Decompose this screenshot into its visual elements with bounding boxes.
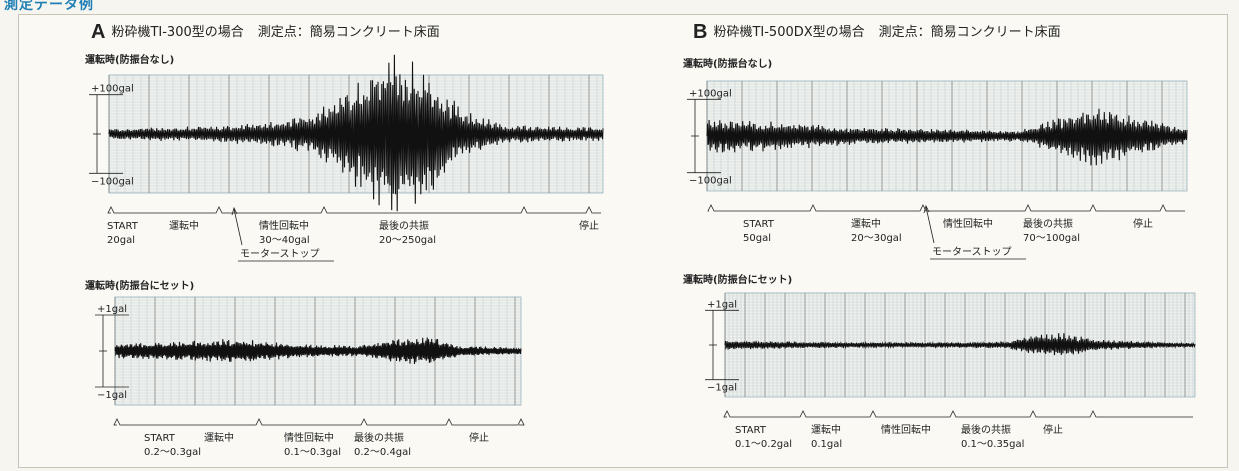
phase-value: 0.1gal xyxy=(811,439,842,450)
phase-label: 運転中 xyxy=(811,423,841,436)
panel-b-chart2-subtitle: 運転時(防振台にセット) xyxy=(683,275,793,286)
annotation-arrow xyxy=(925,206,935,244)
phase-label: 最後の共振 xyxy=(1023,217,1073,230)
annotation-arrowhead xyxy=(231,206,238,216)
annotation-arrow xyxy=(233,208,243,246)
phase-baseline xyxy=(107,206,601,214)
panel-a-letter: A xyxy=(91,21,106,43)
phase-label: 情性回転中 xyxy=(943,217,993,230)
panel-b-chart1-subtitle: 運転時(防振台なし) xyxy=(683,59,773,70)
phase-baseline xyxy=(707,204,1185,212)
y-tick-label: +100gal xyxy=(91,84,134,95)
waveform-trace xyxy=(724,333,1196,356)
waveform-trace xyxy=(108,54,604,212)
panel-b-measure: 測定点：簡易コンクリート床面 xyxy=(878,25,1061,40)
phase-value: 20〜250gal xyxy=(379,235,436,246)
phase-label: 停止 xyxy=(1043,423,1063,436)
panel-a-title: A 粉砕機TI-300型の場合 測定点：簡易コンクリート床面 xyxy=(91,21,440,44)
phase-label: 最後の共振 xyxy=(354,431,404,444)
panel-a-chart2-subtitle: 運転時(防振台にセット) xyxy=(85,281,195,292)
phase-value: 0.1〜0.3gal xyxy=(284,447,341,458)
phase-value: 50gal xyxy=(743,233,771,244)
phase-label: 運転中 xyxy=(204,431,234,444)
phase-label: 停止 xyxy=(469,431,489,444)
panel-a-measure: 測定点：簡易コンクリート床面 xyxy=(257,25,440,40)
phase-value: 0.2〜0.3gal xyxy=(144,447,201,458)
phase-baseline xyxy=(113,418,525,426)
phase-label: 情性回転中 xyxy=(259,219,309,232)
phase-label: 停止 xyxy=(579,219,599,232)
phase-value: 30〜40gal xyxy=(259,235,310,246)
annotation-label: モーターストップ xyxy=(932,246,1012,258)
y-tick-label: −100gal xyxy=(689,176,732,187)
panel-b: B 粉砕機TI-500DX型の場合 測定点：簡易コンクリート床面 運転時(防振台なし… xyxy=(623,15,1227,467)
annotation-arrowhead xyxy=(923,204,930,214)
phase-label: 最後の共振 xyxy=(379,219,429,232)
y-tick-label: −100gal xyxy=(91,176,134,187)
panel-b-letter: B xyxy=(693,21,708,43)
panel-b-model: 粉砕機TI-500DX型の場合 xyxy=(713,25,865,40)
page-heading: 測定データ例 xyxy=(4,0,94,13)
phase-label: START xyxy=(107,221,139,232)
phase-label: 最後の共振 xyxy=(961,423,1011,436)
panel-a: A 粉砕機TI-300型の場合 測定点：簡易コンクリート床面 運転時(防振台なし) … xyxy=(19,15,623,467)
figure-frame: A 粉砕機TI-300型の場合 測定点：簡易コンクリート床面 運転時(防振台なし) … xyxy=(18,14,1228,468)
y-tick-label: +1gal xyxy=(707,299,737,310)
phase-baseline xyxy=(723,410,1193,418)
phase-value: 20〜30gal xyxy=(851,233,902,244)
phase-label: 運転中 xyxy=(851,217,881,230)
panel-b-chart1: +100gal −100gal START 50gal 運転中 20〜30gal 情性回転中… xyxy=(687,80,1188,260)
phase-label: 運転中 xyxy=(169,219,199,232)
phase-value: 70〜100gal xyxy=(1023,233,1080,244)
panel-a-chart1: +100gal −100gal START 20gal 運転中 情性回転中 30〜40gal… xyxy=(89,54,604,262)
panel-a-chart1-subtitle: 運転時(防振台なし) xyxy=(85,55,175,66)
panel-b-chart2: +1gal −1gal START 0.1〜0.2gal 運転中 0.1gal 情性回転中 最… xyxy=(705,292,1196,450)
phase-value: 20gal xyxy=(107,235,135,246)
header-strip: 測定データ例 xyxy=(0,0,1239,13)
phase-label: START xyxy=(144,433,176,444)
annotation-label: モーターストップ xyxy=(240,248,320,260)
phase-label: START xyxy=(743,219,775,230)
y-tick-label: −1gal xyxy=(97,390,127,401)
panel-a-model: 粉砕機TI-300型の場合 xyxy=(111,25,244,40)
waveform-trace xyxy=(114,337,522,365)
phase-label: 停止 xyxy=(1133,217,1153,230)
phase-value: 0.2〜0.4gal xyxy=(354,447,411,458)
phase-label: START xyxy=(735,425,767,436)
y-tick-label: +100gal xyxy=(689,88,732,99)
y-tick-label: +1gal xyxy=(97,304,127,315)
phase-value: 0.1〜0.35gal xyxy=(961,439,1024,450)
phase-label: 情性回転中 xyxy=(284,431,334,444)
panel-b-title: B 粉砕機TI-500DX型の場合 測定点：簡易コンクリート床面 xyxy=(693,21,1061,44)
waveform-trace xyxy=(706,108,1188,166)
phase-label: 情性回転中 xyxy=(881,423,931,436)
y-tick-label: −1gal xyxy=(707,383,737,394)
phase-value: 0.1〜0.2gal xyxy=(735,439,792,450)
